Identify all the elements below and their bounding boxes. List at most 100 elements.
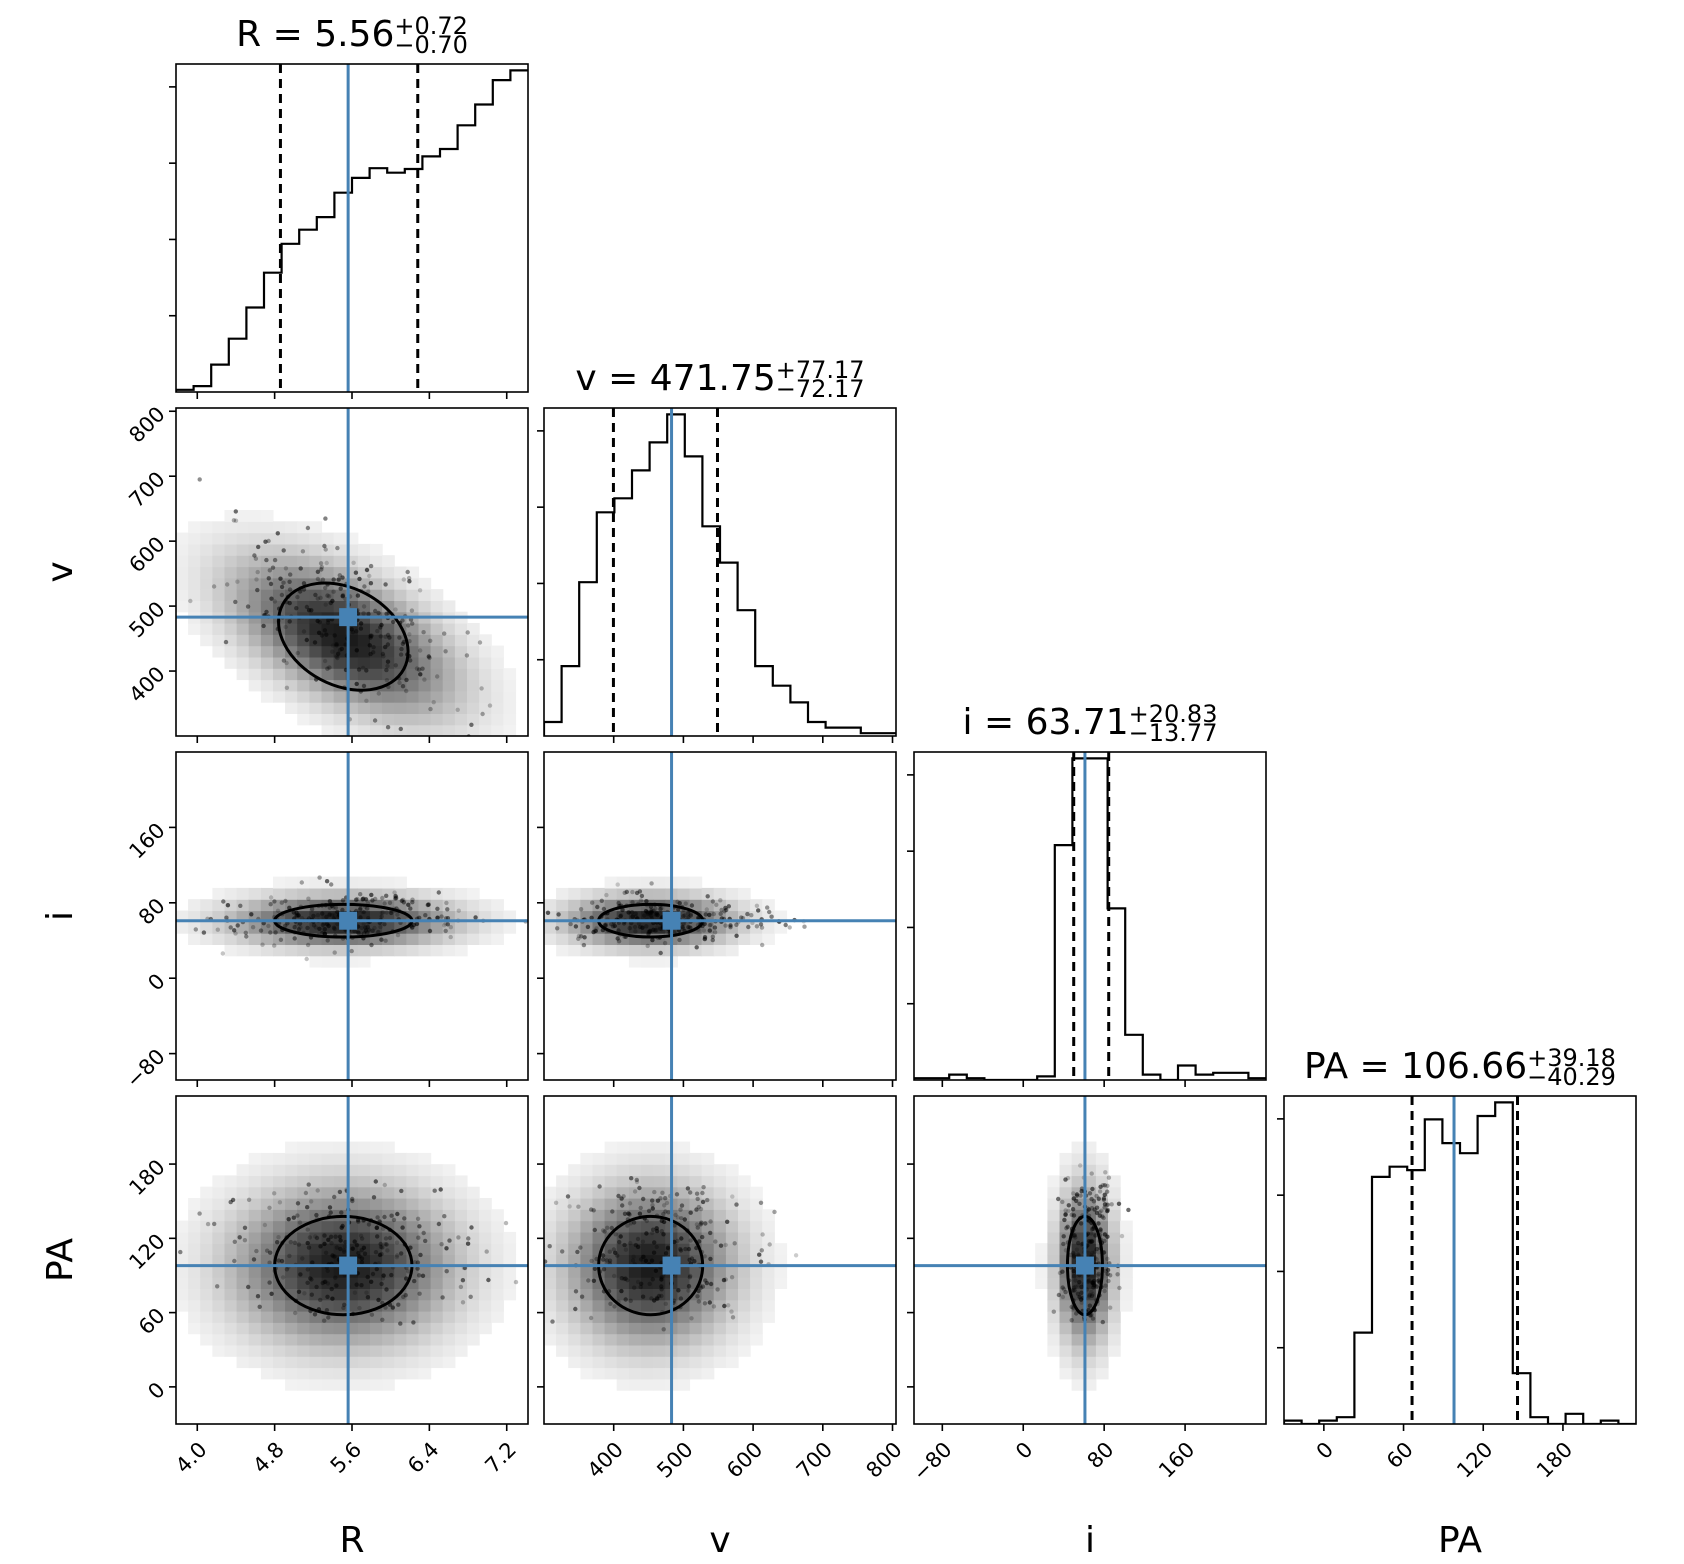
sample-point <box>565 1194 571 1199</box>
density-cell <box>285 1356 298 1369</box>
sample-point <box>305 1280 310 1286</box>
density-cell <box>297 1186 310 1199</box>
density-cell <box>701 1367 715 1380</box>
density-cell <box>248 1356 262 1369</box>
density-cell <box>382 1175 395 1188</box>
sample-point <box>331 905 336 910</box>
density-cell <box>188 1322 201 1335</box>
density-cell <box>297 1254 310 1267</box>
sample-point <box>295 650 300 656</box>
density-cell <box>701 1322 715 1335</box>
density-cell <box>394 589 407 601</box>
sample-point <box>384 910 389 915</box>
density-cell <box>236 1356 250 1369</box>
sample-point <box>1096 1271 1101 1277</box>
density-cell <box>273 566 286 579</box>
sample-point <box>555 926 560 931</box>
density-cell <box>1108 1299 1121 1312</box>
density-cell <box>1083 1220 1097 1233</box>
density-cell <box>677 1322 691 1335</box>
density-cell <box>556 899 569 912</box>
sample-point <box>356 1219 361 1224</box>
density-cell <box>309 1141 323 1154</box>
density-cell <box>273 1231 286 1244</box>
sample-point <box>358 626 364 631</box>
density-cell <box>641 1152 654 1165</box>
sample-point <box>560 1249 565 1254</box>
sample-point <box>350 630 356 635</box>
sample-point <box>306 1182 311 1187</box>
density-cell <box>285 1254 298 1267</box>
density-cell <box>260 634 274 647</box>
density-cell <box>418 1367 432 1380</box>
density-cell <box>333 1288 347 1301</box>
density-cell <box>713 1322 727 1335</box>
sample-point <box>242 1238 248 1243</box>
sample-point <box>1089 1293 1095 1299</box>
density-cell <box>701 1299 715 1312</box>
density-cell <box>454 1344 468 1357</box>
density-cell <box>1071 1378 1085 1391</box>
density-cell <box>1035 1254 1048 1267</box>
density-cell <box>297 521 310 534</box>
density-cell <box>309 521 323 534</box>
density-cell <box>370 724 383 736</box>
density-cell <box>701 1356 715 1369</box>
sample-point <box>1073 1278 1078 1283</box>
density-cell <box>604 1333 618 1346</box>
density-cell <box>442 1344 456 1357</box>
density-cell <box>224 1299 238 1312</box>
density-cell <box>467 713 480 726</box>
sample-point <box>279 1258 285 1264</box>
density-cell <box>738 1198 751 1210</box>
density-cell <box>442 933 456 945</box>
density-cell <box>357 668 371 681</box>
sample-point <box>358 915 363 920</box>
sample-point <box>631 1220 637 1225</box>
sample-point <box>324 879 330 884</box>
density-cell <box>273 589 286 601</box>
sample-point <box>296 1289 302 1295</box>
sample-point <box>343 1239 348 1245</box>
density-cell <box>544 1277 557 1289</box>
sample-point <box>423 913 428 918</box>
sample-point <box>367 643 372 648</box>
sample-point <box>686 1288 691 1293</box>
sample-point <box>654 1295 660 1301</box>
density-cell <box>394 1322 407 1335</box>
sample-point <box>652 1189 657 1195</box>
density-cell <box>653 1265 666 1278</box>
sample-point <box>304 637 309 643</box>
density-cell <box>321 1220 335 1233</box>
sample-point <box>376 1297 381 1303</box>
density-cell <box>236 1344 250 1357</box>
density-cell <box>273 679 286 692</box>
density-cell <box>738 1186 751 1199</box>
density-cell <box>370 656 383 669</box>
density-cell <box>357 724 371 736</box>
density-cell <box>370 702 383 714</box>
density-cell <box>418 1333 432 1346</box>
sample-point <box>640 1239 646 1244</box>
sample-point <box>608 1301 613 1307</box>
panel-frame <box>175 751 529 1081</box>
sample-point <box>630 914 635 919</box>
density-cell <box>309 1243 323 1256</box>
sample-point <box>460 1300 466 1305</box>
density-cell <box>653 1322 666 1335</box>
density-cell <box>370 668 383 681</box>
sample-point <box>617 1239 622 1245</box>
density-cell <box>454 679 468 692</box>
density-cell <box>345 600 359 613</box>
density-cell <box>188 1311 201 1323</box>
density-cell <box>592 1220 606 1233</box>
sample-point <box>360 909 365 915</box>
density-cell <box>236 887 250 900</box>
sample-point <box>1071 1213 1077 1218</box>
density-cell <box>370 600 383 613</box>
sample-point <box>708 1281 714 1287</box>
density-cell <box>604 1277 618 1289</box>
sample-point <box>627 1201 633 1206</box>
density-cell <box>345 656 359 669</box>
sample-point <box>380 895 385 901</box>
